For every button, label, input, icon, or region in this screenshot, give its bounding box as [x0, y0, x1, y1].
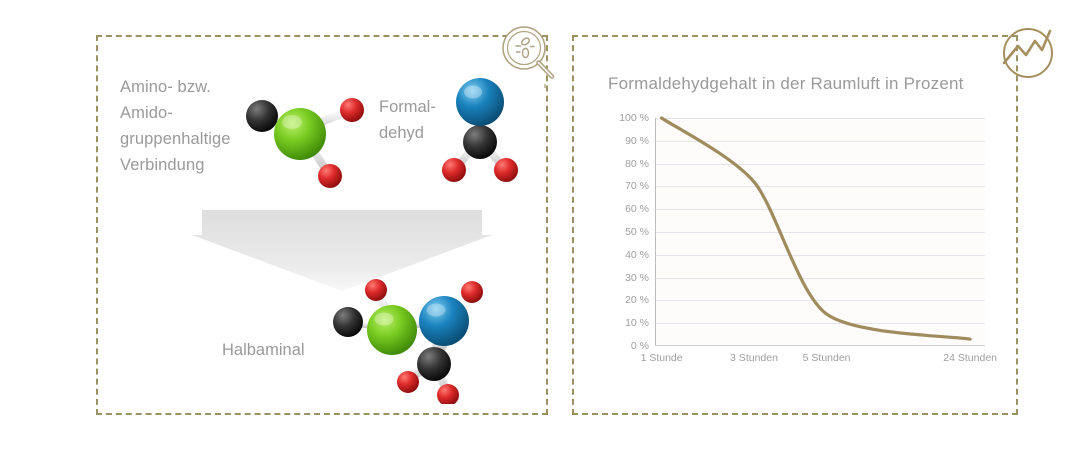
label-formaldehyde-line-1: Formal- — [379, 98, 436, 116]
magnifier-germs-icon — [497, 22, 563, 88]
gridline — [655, 186, 985, 188]
x-axis-tick: 3 Stunden — [730, 352, 778, 364]
chart-panel — [572, 35, 1018, 415]
chart-title: Formaldehydgehalt in der Raumluft in Pro… — [608, 74, 964, 93]
molecule-formaldehyde — [436, 70, 524, 188]
y-axis-tick: 0 % — [630, 340, 649, 352]
molecule-amino-compound — [238, 82, 374, 196]
line-chart: 100 % 90 % 80 % 70 % 60 % 50 % 40 % 30 % 20 % 10 … — [605, 112, 997, 378]
plot-area — [655, 116, 985, 346]
y-axis-tick: 30 % — [625, 271, 649, 284]
gridline — [655, 232, 985, 233]
y-axis-tick: 40 % — [625, 248, 649, 261]
y-axis-tick: 60 % — [625, 203, 649, 216]
molecule-halbaminal — [324, 274, 496, 406]
gridline — [655, 118, 985, 119]
gridline — [655, 277, 985, 279]
x-axis-labels: 1 Stunde 3 Stunden 5 Stunden 24 Stunden — [641, 352, 997, 372]
reaction-diagram-panel — [96, 35, 548, 415]
y-axis-tick: 100 % — [619, 112, 649, 124]
label-amino-line-1: Amino- bzw. — [120, 78, 211, 96]
gridline — [655, 300, 985, 302]
series-line-formaldehydgehalt — [660, 116, 972, 341]
y-axis-labels: 100 % 90 % 80 % 70 % 60 % 50 % 40 % 30 % 20 % 10 … — [605, 112, 649, 352]
trend-line-circle-icon — [995, 19, 1061, 85]
y-axis-tick: 70 % — [625, 180, 649, 193]
gridline — [655, 163, 985, 165]
x-axis-tick: 1 Stunde — [640, 352, 683, 364]
x-axis-tick: 5 Stunden — [802, 352, 851, 364]
label-halbaminal: Halbaminal — [222, 341, 305, 359]
gridline — [655, 254, 985, 256]
y-axis-tick: 10 % — [625, 317, 649, 330]
y-axis-line — [655, 118, 656, 346]
label-amino-compound: Amino- bzw. Amido- gruppenhaltige Verbin… — [120, 74, 285, 178]
y-axis-tick: 20 % — [625, 294, 649, 307]
y-axis-tick: 80 % — [625, 157, 649, 170]
label-amino-line-2: Amido- — [120, 104, 173, 122]
down-arrow-shape — [192, 207, 492, 292]
x-axis-tick: 24 Stunden — [943, 352, 997, 364]
label-amino-line-4: Verbindung — [120, 156, 205, 174]
x-axis-line — [655, 345, 985, 346]
y-axis-tick: 90 % — [625, 134, 649, 147]
label-formaldehyde: Formal- dehyd — [379, 94, 459, 146]
gridline — [655, 209, 985, 211]
gridline — [655, 140, 985, 142]
gridline — [655, 323, 985, 325]
label-formaldehyde-line-2: dehyd — [379, 124, 424, 142]
label-amino-line-3: gruppenhaltige — [120, 130, 231, 148]
y-axis-tick: 50 % — [625, 226, 649, 238]
